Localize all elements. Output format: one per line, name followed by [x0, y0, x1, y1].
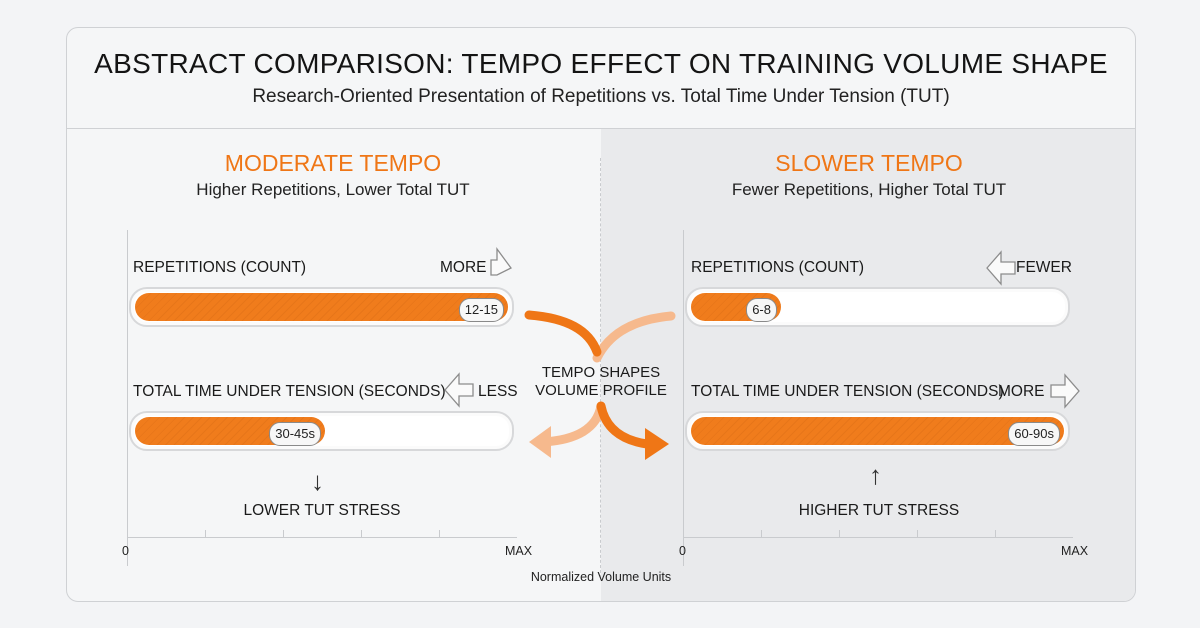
slower-tempo-title: SLOWER TEMPO: [775, 150, 963, 176]
header-divider: [67, 128, 1135, 129]
flow-arrowhead-dark: [645, 428, 669, 460]
flow-arrow-light: [592, 311, 676, 363]
flow-arrow-dark: [596, 401, 652, 449]
right-axis-max: MAX: [1061, 544, 1089, 558]
page-subtitle: Research-Oriented Presentation of Repeti…: [252, 86, 950, 107]
moderate-tempo-subtitle: Higher Repetitions, Lower Total TUT: [196, 180, 470, 199]
moderate-reps-bar: 12-15: [135, 293, 508, 322]
slower-tempo-subtitle: Fewer Repetitions, Higher Total TUT: [731, 180, 1007, 199]
moderate-reps-direction: MORE: [440, 259, 487, 276]
slower-reps-value: 6-8: [746, 298, 777, 322]
moderate-tut-value: 30-45s: [269, 422, 321, 446]
right-axis-tick: [995, 530, 996, 537]
moderate-tut-track: 30-45s: [129, 411, 514, 451]
moderate-tempo-title: MODERATE TEMPO: [224, 150, 442, 176]
moderate-reps-value: 12-15: [458, 298, 504, 322]
slower-tut-track: 60-90s: [685, 411, 1070, 451]
right-axis-min: 0: [679, 544, 686, 558]
slower-tut-bar: 60-90s: [691, 417, 1064, 446]
moderate-reps-track: 12-15: [129, 287, 514, 327]
moderate-tut-label: TOTAL TIME UNDER TENSION (SECONDS): [133, 383, 446, 400]
arrow-left-icon: [986, 250, 1016, 286]
right-axis-tick: [761, 530, 762, 537]
left-axis-tick: [283, 530, 284, 537]
slower-stress-label: HIGHER TUT STRESS: [798, 502, 960, 519]
right-axis-tick: [917, 530, 918, 537]
left-x-axis: [127, 537, 517, 538]
left-axis-tick: [205, 530, 206, 537]
panel-divider: [600, 158, 601, 578]
left-y-axis: [127, 230, 128, 566]
slower-reps-bar: 6-8: [691, 293, 781, 322]
arrow-left-icon: [444, 372, 474, 408]
moderate-tut-bar: 30-45s: [135, 417, 325, 446]
page-title: ABSTRACT COMPARISON: TEMPO EFFECT ON TRA…: [94, 48, 1108, 79]
right-axis-tick: [839, 530, 840, 537]
right-y-axis: [683, 230, 684, 566]
moderate-tut-direction: LESS: [478, 383, 518, 400]
left-axis-max: MAX: [505, 544, 533, 558]
arrow-right-icon: [1050, 373, 1080, 409]
left-axis-tick: [361, 530, 362, 537]
flow-arrow-dark: [524, 310, 602, 357]
arrow-right-icon: [490, 247, 512, 276]
right-x-axis: [683, 537, 1073, 538]
left-axis-tick: [439, 530, 440, 537]
comparison-card: ABSTRACT COMPARISON: TEMPO EFFECT ON TRA…: [66, 27, 1136, 602]
slower-reps-direction: FEWER: [1016, 259, 1072, 276]
slower-tut-direction: MORE: [998, 383, 1045, 400]
right-panel-background: [601, 129, 1135, 601]
flow-arrow-light: [538, 401, 606, 447]
center-label: TEMPO SHAPES VOLUME PROFILE: [67, 364, 1135, 400]
center-label-line1: TEMPO SHAPES: [541, 364, 661, 381]
left-axis-min: 0: [122, 544, 129, 558]
flow-arrowhead-light: [529, 426, 551, 458]
arrows-overlay: [444, 247, 1080, 460]
slower-tut-value: 60-90s: [1008, 422, 1060, 446]
center-label-line2: VOLUME PROFILE: [535, 382, 667, 399]
slower-reps-label: REPETITIONS (COUNT): [691, 259, 865, 276]
x-axis-label: Normalized Volume Units: [530, 570, 672, 584]
moderate-reps-label: REPETITIONS (COUNT): [133, 259, 307, 276]
moderate-stress-label: LOWER TUT STRESS: [243, 502, 401, 519]
slower-tut-label: TOTAL TIME UNDER TENSION (SECONDS): [691, 383, 1004, 400]
slower-reps-track: 6-8: [685, 287, 1070, 327]
arrow-down-icon: ↓: [311, 466, 324, 496]
arrow-up-icon: ↑: [869, 460, 882, 490]
